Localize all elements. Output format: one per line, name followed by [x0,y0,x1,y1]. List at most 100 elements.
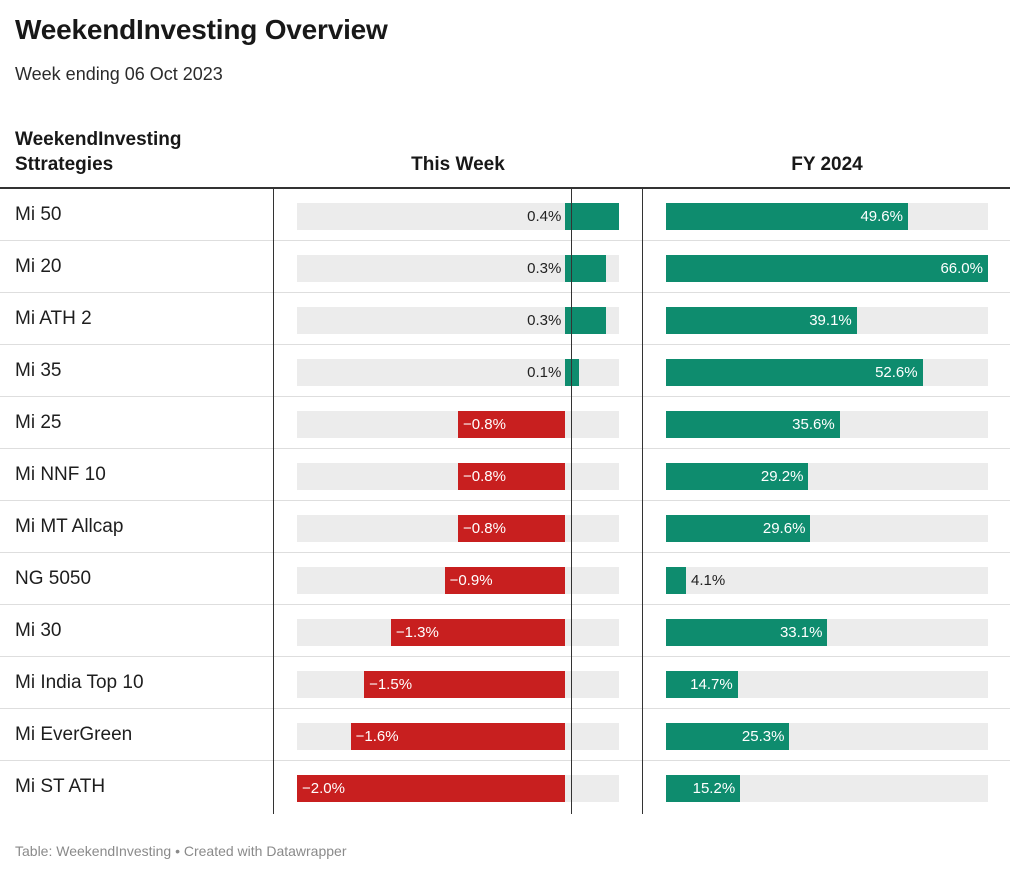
fy-bar [666,567,686,594]
fy-value-label: 29.6% [762,520,806,537]
header-rule [0,187,1010,189]
strategy-name: NG 5050 [15,568,92,589]
fy-bar [666,775,741,802]
table-row: Mi NNF 10 −0.8% 29.2% [0,449,1010,501]
week-bar [297,775,566,802]
table-row: Mi 30 −1.3% 33.1% [0,605,1010,657]
table-row: Mi EverGreen −1.6% 25.3% [0,709,1010,761]
fy-value-label: 33.1% [779,624,823,641]
week-bar [364,671,566,698]
week-bar-track: −1.6% [297,723,619,750]
fy-bar [666,515,811,542]
week-value-label: −0.8% [463,520,506,537]
week-bar [444,567,566,594]
fy-bar-track: 15.2% [666,775,988,802]
table-row: Mi 25 −0.8% 35.6% [0,397,1010,449]
fy-value-label: 35.6% [792,416,835,433]
week-value-label: −0.8% [463,468,506,485]
fy-bar [666,255,988,282]
fy-bar [666,411,840,438]
fy-bar [666,671,738,698]
table-row: Mi 50 0.4% 49.6% [0,189,1010,241]
fy-bar [666,307,857,334]
week-bar-track: 0.4% [297,203,619,230]
week-bar-track: −0.8% [297,411,619,438]
fy-bar-track: 4.1% [666,567,988,594]
strategy-name: Mi 25 [15,412,62,433]
fy-bar-track: 29.2% [666,463,988,490]
fy-bar [666,359,923,386]
fy-bar-track: 33.1% [666,619,988,646]
week-bar-track: −0.8% [297,463,619,490]
fy-bar-track: 35.6% [666,411,988,438]
fy-bar [666,723,790,750]
week-bar [350,723,566,750]
week-bar-track: −0.8% [297,515,619,542]
strategy-name: Mi ATH 2 [15,308,92,329]
strategy-name: Mi 20 [15,256,62,277]
column-divider-left [273,189,274,814]
table-row: Mi 35 0.1% 52.6% [0,345,1010,397]
week-bar [458,411,566,438]
footer-credit: Table: WeekendInvesting • Created with D… [15,843,347,859]
fy-value-label: 39.1% [809,312,852,329]
week-value-label: 0.3% [527,312,562,329]
week-value-label: 0.4% [527,208,562,225]
fy-bar-track: 66.0% [666,255,988,282]
week-bar [458,463,566,490]
fy-value-label: 49.6% [860,208,903,225]
strategy-name: Mi 30 [15,620,62,641]
week-bar [565,203,619,230]
week-bar-track: −0.9% [297,567,619,594]
chart-subtitle: Week ending 06 Oct 2023 [15,64,223,84]
week-zero-line [571,189,572,814]
week-bar [390,619,566,646]
fy-value-label: 15.2% [692,780,736,797]
table-row: Mi 20 0.3% 66.0% [0,241,1010,293]
week-value-label: −0.9% [449,572,493,589]
column-divider-right [642,189,643,814]
column-header-fy-2024: FY 2024 [791,154,863,175]
fy-value-label: 52.6% [875,364,918,381]
table-body: Mi 50 0.4% 49.6% Mi 20 0.3% 66.0% Mi ATH 2 0.3%… [0,189,1010,813]
strategy-name: Mi 35 [15,360,62,381]
fy-value-label: 66.0% [940,260,983,277]
fy-value-label: 29.2% [760,468,804,485]
fy-bar-track: 14.7% [666,671,988,698]
week-bar [565,307,606,334]
week-value-label: 0.1% [527,364,562,381]
week-bar-track: −2.0% [297,775,619,802]
week-bar-track: 0.3% [297,255,619,282]
strategy-name: Mi India Top 10 [15,672,144,693]
table-row: Mi MT Allcap −0.8% 29.6% [0,501,1010,553]
week-bar [565,255,606,282]
week-bar-track: −1.3% [297,619,619,646]
column-header-this-week: This Week [411,154,505,175]
week-bar-track: −1.5% [297,671,619,698]
fy-bar [666,463,809,490]
fy-bar-track: 25.3% [666,723,988,750]
fy-bar-track: 49.6% [666,203,988,230]
table-row: Mi ST ATH −2.0% 15.2% [0,761,1010,813]
fy-value-label: 4.1% [691,572,726,589]
week-bar [565,359,579,386]
week-value-label: −1.6% [355,728,399,745]
fy-bar-track: 52.6% [666,359,988,386]
week-value-label: −0.8% [463,416,506,433]
week-bar-track: 0.1% [297,359,619,386]
week-value-label: 0.3% [527,260,562,277]
fy-bar [666,619,828,646]
table-row: NG 5050 −0.9% 4.1% [0,553,1010,605]
week-bar [458,515,566,542]
fy-bar-track: 29.6% [666,515,988,542]
chart-title: WeekendInvesting Overview [15,14,388,45]
column-header-strategy: WeekendInvesting Sttrategies [15,129,182,175]
fy-bar-track: 39.1% [666,307,988,334]
fy-bar [666,203,908,230]
week-bar-track: 0.3% [297,307,619,334]
table-row: Mi ATH 2 0.3% 39.1% [0,293,1010,345]
strategy-name: Mi EverGreen [15,724,133,745]
strategy-name: Mi ST ATH [15,776,106,797]
strategy-name: Mi NNF 10 [15,464,106,485]
week-value-label: −1.3% [395,624,439,641]
